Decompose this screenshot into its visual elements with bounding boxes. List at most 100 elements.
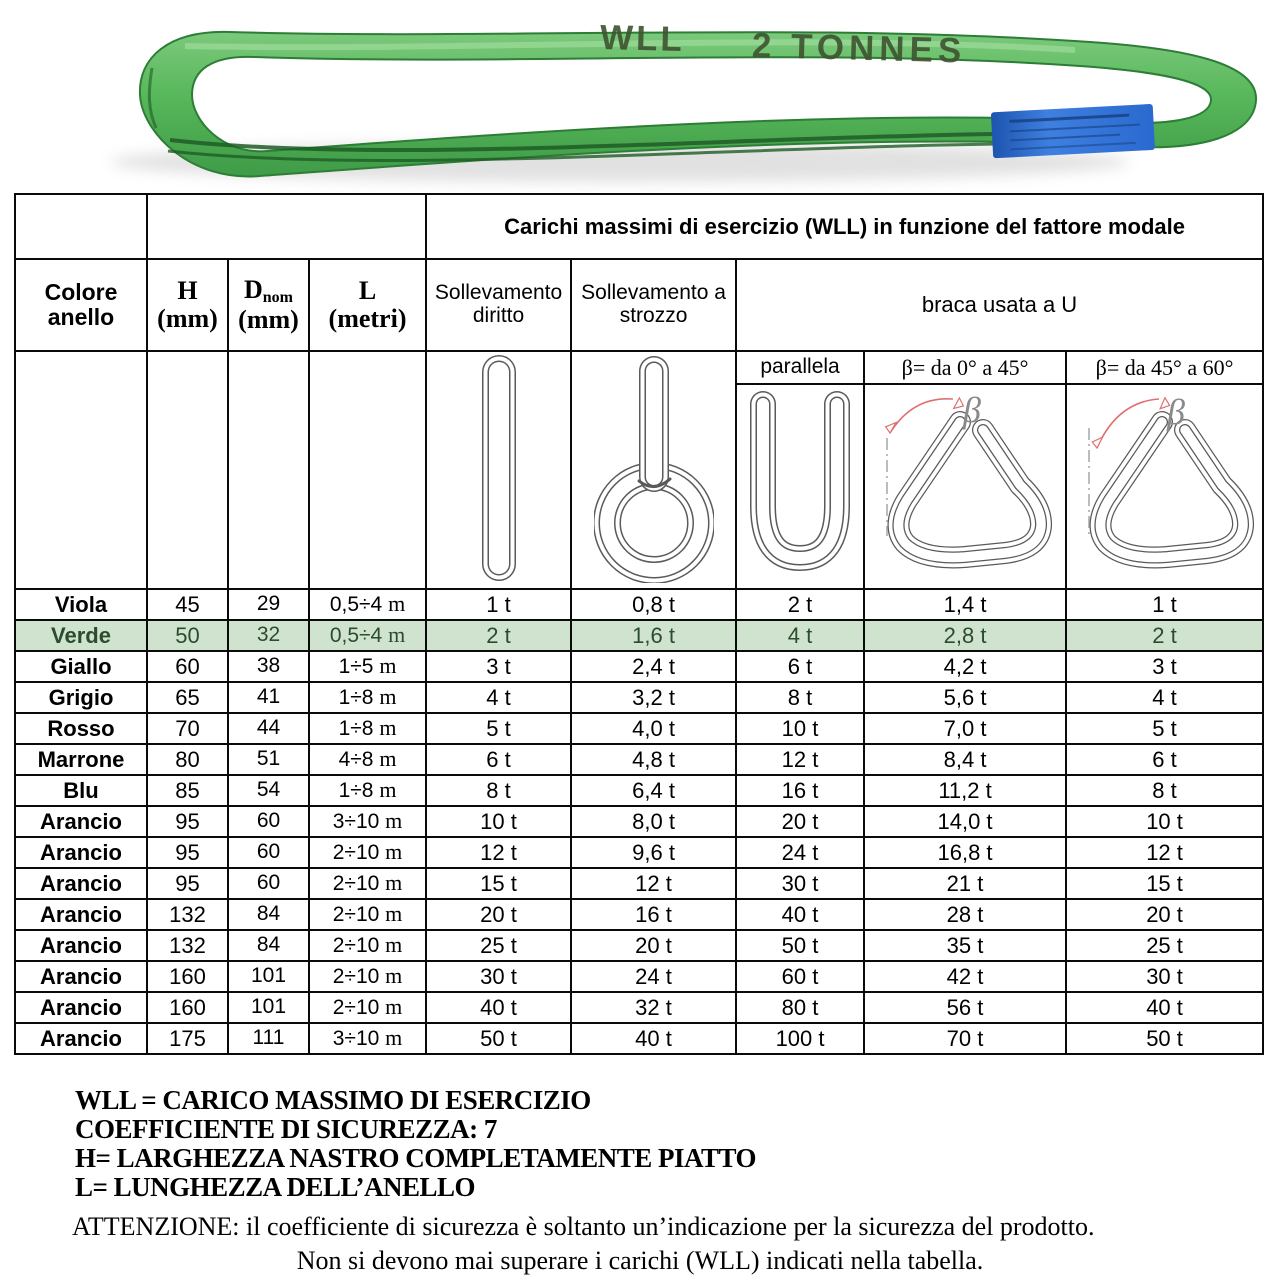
cell-dnom: 60 bbox=[227, 836, 310, 869]
table-row: Arancio 132 84 2÷10 m 20 t 16 t 40 t 28 t 20 t bbox=[14, 898, 1265, 931]
col-header-h: H (mm) bbox=[146, 258, 229, 352]
cell-h: 132 bbox=[146, 929, 229, 962]
cell-h: 65 bbox=[146, 681, 229, 714]
cell-parallela: 2 t bbox=[735, 588, 866, 621]
cell-h: 175 bbox=[146, 1022, 229, 1055]
sling-loop bbox=[138, 30, 1258, 178]
cell-l: 2÷10 m bbox=[307, 960, 428, 993]
attention-line-2: Non si devono mai superare i carichi (WL… bbox=[296, 1246, 984, 1275]
table-row: Arancio 95 60 2÷10 m 15 t 12 t 30 t 21 t 15 t bbox=[14, 867, 1265, 900]
sling-stamp: WLL 2 TONNES bbox=[600, 18, 967, 71]
cell-beta-0-45: 56 t bbox=[863, 991, 1068, 1024]
legend-notes: WLL = CARICO MASSIMO DI ESERCIZIO COEFFI… bbox=[75, 1086, 757, 1202]
cell-strozzo: 1,6 t bbox=[570, 619, 738, 652]
cell-l: 1÷8 m bbox=[307, 774, 428, 807]
cell-beta-0-45: 70 t bbox=[863, 1022, 1068, 1055]
cell-parallela: 60 t bbox=[735, 960, 866, 993]
cell-colore: Verde bbox=[14, 619, 148, 652]
cell-parallela: 12 t bbox=[735, 743, 866, 776]
cell-h: 160 bbox=[146, 960, 229, 993]
table-row: Arancio 160 101 2÷10 m 30 t 24 t 60 t 42 t 30 t bbox=[14, 960, 1265, 993]
header-row-top: Carichi massimi di esercizio (WLL) in fu… bbox=[14, 193, 1265, 260]
note-line: H= LARGHEZZA NASTRO COMPLETAMENTE PIATTO bbox=[75, 1143, 757, 1173]
cell-beta-45-60: 4 t bbox=[1065, 681, 1265, 714]
cell-parallela: 16 t bbox=[735, 774, 866, 807]
cell-parallela: 50 t bbox=[735, 929, 866, 962]
col-header-strozzo: Sollevamento a strozzo bbox=[570, 258, 738, 352]
empty-corner-cell bbox=[14, 193, 148, 260]
cell-beta-45-60: 50 t bbox=[1065, 1022, 1265, 1055]
cell-dnom: 84 bbox=[227, 929, 310, 962]
svg-text:β: β bbox=[962, 390, 981, 430]
col-header-beta-45-60: β= da 45° a 60° bbox=[1065, 350, 1265, 385]
cell-dnom: 51 bbox=[227, 743, 310, 776]
cell-diritto: 20 t bbox=[425, 898, 573, 931]
cell-strozzo: 40 t bbox=[570, 1022, 738, 1055]
table-row: Arancio 95 60 2÷10 m 12 t 9,6 t 24 t 16,8 t 12 t bbox=[14, 836, 1265, 869]
cell-diritto: 3 t bbox=[425, 650, 573, 683]
cell-diritto: 8 t bbox=[425, 774, 573, 807]
cell-l: 3÷10 m bbox=[307, 1022, 428, 1055]
cell-diritto: 6 t bbox=[425, 743, 573, 776]
cell-diritto: 2 t bbox=[425, 619, 573, 652]
cell-l: 2÷10 m bbox=[307, 867, 428, 900]
col-header-l: L (metri) bbox=[307, 258, 428, 352]
cell-h: 60 bbox=[146, 650, 229, 683]
cell-colore: Arancio bbox=[14, 929, 148, 962]
cell-colore: Rosso bbox=[14, 712, 148, 745]
cell-l: 0,5÷4 m bbox=[307, 588, 428, 621]
diagram-cell-strozzo bbox=[570, 350, 738, 590]
cell-l: 1÷8 m bbox=[307, 681, 428, 714]
cell-h: 132 bbox=[146, 898, 229, 931]
cell-beta-45-60: 10 t bbox=[1065, 805, 1265, 838]
cell-l: 2÷10 m bbox=[307, 929, 428, 962]
cell-h: 85 bbox=[146, 774, 229, 807]
cell-dnom: 41 bbox=[227, 681, 310, 714]
cell-parallela: 6 t bbox=[735, 650, 866, 683]
cell-dnom: 54 bbox=[227, 774, 310, 807]
cell-beta-45-60: 30 t bbox=[1065, 960, 1265, 993]
cell-colore: Arancio bbox=[14, 867, 148, 900]
cell-dnom: 60 bbox=[227, 867, 310, 900]
straight-lift-icon bbox=[481, 354, 516, 581]
cell-l: 2÷10 m bbox=[307, 991, 428, 1024]
cell-diritto: 40 t bbox=[425, 991, 573, 1024]
col-header-dnom: Dnom (mm) bbox=[227, 258, 310, 352]
cell-colore: Arancio bbox=[14, 991, 148, 1024]
cell-beta-0-45: 28 t bbox=[863, 898, 1068, 931]
col-header-diritto: Sollevamento diritto bbox=[425, 258, 573, 352]
diagram-cell-beta-0-45: β bbox=[863, 383, 1068, 590]
col-header-parallela: parallela bbox=[735, 350, 866, 385]
cell-l: 0,5÷4 m bbox=[307, 619, 428, 652]
cell-h: 95 bbox=[146, 805, 229, 838]
cell-colore: Arancio bbox=[14, 1022, 148, 1055]
attention-note: ATTENZIONE: il coefficiente di sicurezza… bbox=[0, 1210, 1280, 1278]
cell-diritto: 4 t bbox=[425, 681, 573, 714]
cell-h: 95 bbox=[146, 867, 229, 900]
cell-colore: Arancio bbox=[14, 898, 148, 931]
cell-diritto: 10 t bbox=[425, 805, 573, 838]
basket-angle-60-icon: β bbox=[1088, 392, 1255, 569]
note-line: COEFFICIENTE DI SICUREZZA: 7 bbox=[75, 1114, 497, 1144]
sling-highlight bbox=[184, 39, 1076, 53]
table-row: Arancio 132 84 2÷10 m 25 t 20 t 50 t 35 t 25 t bbox=[14, 929, 1265, 962]
cell-beta-45-60: 20 t bbox=[1065, 898, 1265, 931]
cell-diritto: 50 t bbox=[425, 1022, 573, 1055]
cell-colore: Grigio bbox=[14, 681, 148, 714]
cell-beta-45-60: 1 t bbox=[1065, 588, 1265, 621]
cell-dnom: 44 bbox=[227, 712, 310, 745]
cell-dnom: 101 bbox=[227, 991, 310, 1024]
empty-cell bbox=[146, 350, 229, 590]
cell-beta-45-60: 25 t bbox=[1065, 929, 1265, 962]
cell-colore: Arancio bbox=[14, 836, 148, 869]
cell-l: 2÷10 m bbox=[307, 898, 428, 931]
cell-h: 80 bbox=[146, 743, 229, 776]
cell-beta-45-60: 2 t bbox=[1065, 619, 1265, 652]
cell-strozzo: 0,8 t bbox=[570, 588, 738, 621]
sling-blue-label bbox=[991, 104, 1155, 159]
cell-beta-0-45: 35 t bbox=[863, 929, 1068, 962]
cell-parallela: 80 t bbox=[735, 991, 866, 1024]
